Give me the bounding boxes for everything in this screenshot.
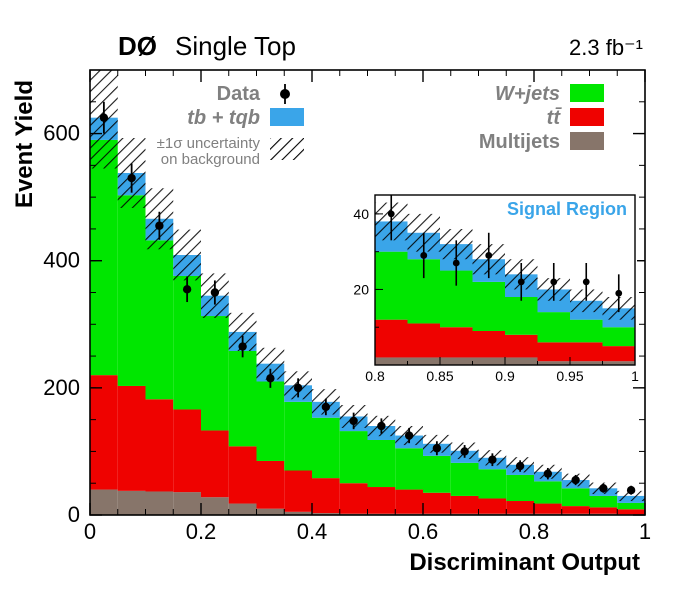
inset-xtick: 0.85: [426, 368, 453, 384]
bar-ttbar: [562, 506, 590, 514]
titles: DØ Single Top 2.3 fb⁻¹: [118, 31, 643, 61]
xtick-label: 0.8: [519, 519, 550, 544]
bar-multijets: [229, 504, 257, 515]
bar-wjets: [617, 503, 645, 509]
inset-xtick: 0.9: [495, 368, 515, 384]
bar-ttbar: [340, 483, 368, 514]
ytick-label: 200: [43, 375, 80, 400]
inset-xtick: 0.8: [365, 368, 385, 384]
bar-ttbar: [257, 461, 285, 509]
bar-wjets: [590, 496, 618, 507]
legend-tbtqb-swatch: [270, 108, 304, 126]
title-lumi: 2.3 fb⁻¹: [569, 35, 643, 60]
xtick-label: 1: [639, 519, 651, 544]
legend-data: Data: [217, 83, 261, 105]
legend: Datatb + tqb ±1σ uncertaintyon background…: [157, 83, 604, 168]
bar-multijets: [146, 491, 174, 515]
inset-ytick: 20: [353, 281, 369, 297]
bar-ttbar: [146, 399, 174, 491]
bar-wjets: [506, 475, 534, 501]
bar-ttbar: [118, 386, 146, 491]
xtick-label: 0: [84, 519, 96, 544]
xlabel: Discriminant Output: [409, 549, 640, 576]
ytick-label: 600: [43, 121, 80, 146]
bar-ttbar: [506, 501, 534, 514]
legend-ttbar: tt̄: [547, 107, 562, 129]
bar-multijets: [257, 509, 285, 515]
bar-wjets: [451, 463, 479, 496]
bar-ttbar: [479, 498, 507, 513]
xtick-label: 0.4: [297, 519, 328, 544]
bar-wjets: [562, 488, 590, 506]
xtick-label: 0.2: [186, 519, 217, 544]
bar-multijets: [173, 492, 201, 515]
bar-ttbar: [395, 490, 423, 514]
bar-wjets: [201, 316, 229, 430]
bar-ttbar: [617, 509, 645, 514]
ytick-label: 0: [68, 502, 80, 527]
bar-ttbar: [423, 493, 451, 514]
ylabel: Event Yield: [11, 80, 38, 208]
bar-wjets: [146, 240, 174, 399]
bar-multijets: [90, 490, 118, 515]
bar-ttbar: [368, 487, 396, 514]
chart-svg: DØ Single Top 2.3 fb⁻¹ 0 0.2 0.4 0.6 0.8 1 0 200 4…: [0, 0, 673, 595]
legend-tbtqb: tb + tqb: [187, 107, 260, 129]
legend-multijets: Multijets: [479, 131, 560, 153]
bar-ttbar: [312, 478, 340, 513]
bar-ttbar: [90, 375, 118, 489]
legend-wjets: W+jets: [495, 83, 560, 105]
bar-wjets: [90, 140, 118, 375]
bar-wjets: [395, 448, 423, 489]
legend-uncert-swatch: [270, 138, 304, 160]
bar-ttbar: [534, 504, 562, 514]
bar-wjets: [423, 456, 451, 493]
bar-wjets: [257, 382, 285, 461]
bar-ttbar: [173, 409, 201, 492]
title-subject: Single Top: [175, 31, 296, 61]
bar-ttbar: [451, 496, 479, 514]
legend-uncert1: ±1σ uncertainty: [157, 135, 261, 152]
bar-wjets: [312, 418, 340, 478]
chart-figure: DØ Single Top 2.3 fb⁻¹ 0 0.2 0.4 0.6 0.8 1 0 200 4…: [0, 0, 673, 595]
bar-multijets: [201, 497, 229, 515]
bar-wjets: [229, 351, 257, 446]
inset-ytick: 40: [353, 206, 369, 222]
title-expt: DØ: [118, 31, 157, 61]
bar-wjets: [479, 469, 507, 498]
bar-multijets: [118, 491, 146, 515]
xtick-label: 0.6: [408, 519, 439, 544]
bar-wjets: [340, 431, 368, 483]
bar-wjets: [534, 481, 562, 503]
inset-title: Signal Region: [507, 199, 627, 219]
legend-ttbar-swatch: [570, 108, 604, 126]
legend-wjets-swatch: [570, 84, 604, 102]
bar-ttbar: [590, 507, 618, 513]
inset-xtick: 0.95: [556, 368, 583, 384]
inset-xtick: 1: [631, 368, 639, 384]
legend-uncert2: on background: [161, 151, 260, 168]
bar-wjets: [284, 402, 312, 471]
bar-wjets: [368, 440, 396, 487]
bar-ttbar: [201, 430, 229, 497]
legend-multijets-swatch: [570, 132, 604, 150]
ytick-label: 400: [43, 248, 80, 273]
bar-ttbar: [229, 446, 257, 503]
bar-wjets: [118, 195, 146, 386]
bar-ttbar: [284, 471, 312, 512]
